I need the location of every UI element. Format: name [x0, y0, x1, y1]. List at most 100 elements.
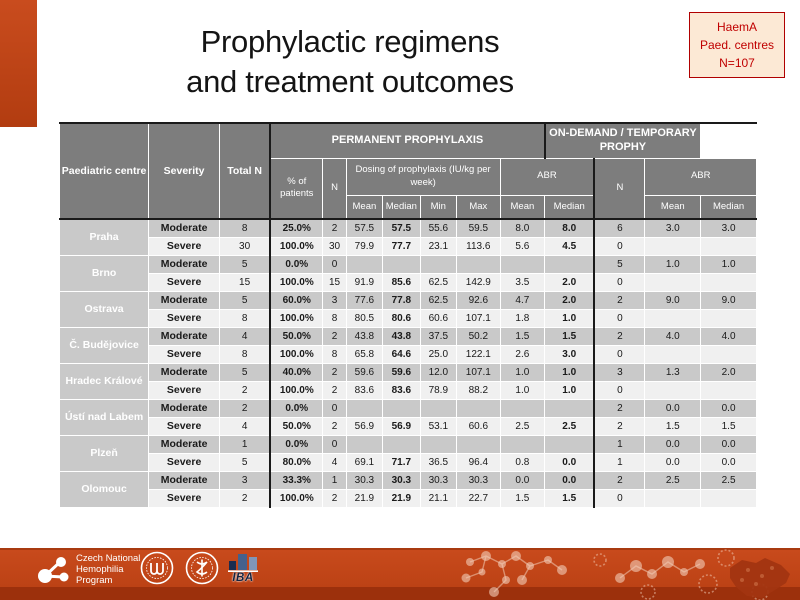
dose-mean-cell: 69.1 [345, 452, 384, 472]
dose-min-cell [419, 254, 458, 274]
od-median-cell [700, 488, 757, 508]
n-cell: 0 [322, 254, 347, 274]
total-n-cell: 2 [219, 398, 271, 418]
dose-mean-cell: 21.9 [345, 488, 384, 508]
abr-mean-cell: 1.0 [499, 362, 546, 382]
pct-cell: 100.0% [269, 272, 324, 292]
col-header-median: Median [382, 194, 421, 220]
centre-cell: Č. Budějovice [58, 326, 150, 364]
od-n-cell: 1 [593, 452, 646, 472]
centre-cell: Hradec Králové [58, 362, 150, 400]
od-n-cell: 0 [593, 488, 646, 508]
iba-bars-icon [228, 554, 258, 572]
od-mean-cell [644, 272, 702, 292]
od-n-cell: 3 [593, 362, 646, 382]
centre-cell: Plzeň [58, 434, 150, 472]
total-n-cell: 5 [219, 254, 271, 274]
od-n-cell: 0 [593, 236, 646, 256]
dose-median-cell: 59.6 [382, 362, 421, 382]
dose-mean-cell: 65.8 [345, 344, 384, 364]
table-row: Olomouc Moderate 3 33.3% 1 30.3 30.3 30.3 30.3 0.… [58, 470, 757, 508]
dose-median-cell: 30.3 [382, 470, 421, 490]
pct-cell: 60.0% [269, 290, 324, 310]
centre-cell: Ostrava [58, 290, 150, 328]
abr-mean-cell: 2.5 [499, 416, 546, 436]
table-row: Plzeň Moderate 1 0.0% 0 1 0.0 0.0 [58, 434, 757, 472]
n-cell: 4 [322, 452, 347, 472]
od-mean-cell: 4.0 [644, 326, 702, 346]
total-n-cell: 4 [219, 326, 271, 346]
abr-median-cell: 1.0 [544, 380, 595, 400]
od-median-cell [700, 344, 757, 364]
total-n-cell: 5 [219, 452, 271, 472]
od-median-cell: 1.5 [700, 416, 757, 436]
table-row: Č. Budějovice Moderate 4 50.0% 2 43.8 43.8 37.5… [58, 326, 757, 364]
od-median-cell: 0.0 [700, 398, 757, 418]
dose-max-cell [456, 434, 501, 454]
abr-mean-cell [499, 434, 546, 454]
abr-mean-cell: 5.6 [499, 236, 546, 256]
pct-cell: 100.0% [269, 308, 324, 328]
od-median-cell [700, 236, 757, 256]
abr-mean-cell: 3.5 [499, 272, 546, 292]
od-median-cell: 0.0 [700, 434, 757, 454]
dose-min-cell: 12.0 [419, 362, 458, 382]
dose-min-cell: 21.1 [419, 488, 458, 508]
abr-mean-cell: 1.0 [499, 380, 546, 400]
pct-cell: 50.0% [269, 416, 324, 436]
dose-median-cell: 57.5 [382, 218, 421, 238]
cnhp-molecule-icon [38, 557, 69, 583]
dose-mean-cell: 79.9 [345, 236, 384, 256]
dose-median-cell [382, 254, 421, 274]
dose-mean-cell: 80.5 [345, 308, 384, 328]
od-n-cell: 5 [593, 254, 646, 274]
slide-title-line1: Prophylactic regimens [200, 24, 500, 59]
od-n-cell: 6 [593, 218, 646, 238]
dose-median-cell: 43.8 [382, 326, 421, 346]
dose-mean-cell: 30.3 [345, 470, 384, 490]
severity-cell: Severe [148, 380, 221, 400]
pct-cell: 50.0% [269, 326, 324, 346]
dose-min-cell: 62.5 [419, 272, 458, 292]
badge-line2: Paed. centres [699, 38, 775, 53]
od-mean-cell [644, 236, 702, 256]
dose-max-cell: 113.6 [456, 236, 501, 256]
col-header-od-abr: ABR [644, 157, 757, 196]
col-header-abr: ABR [499, 157, 595, 196]
table-row: Ostrava Moderate 5 60.0% 3 77.6 77.8 62.5 92.6 4.… [58, 290, 757, 328]
dose-mean-cell: 59.6 [345, 362, 384, 382]
dose-max-cell: 30.3 [456, 470, 501, 490]
od-mean-cell: 0.0 [644, 452, 702, 472]
abr-mean-cell [499, 254, 546, 274]
dose-mean-cell [345, 398, 384, 418]
outcomes-table: Paediatric centre Severity Total N PERMA… [58, 122, 757, 508]
col-header-total-n: Total N [219, 122, 271, 220]
badge-line1: HaemA [716, 20, 757, 34]
pct-cell: 0.0% [269, 254, 324, 274]
abr-median-cell: 0.0 [544, 452, 595, 472]
total-n-cell: 8 [219, 344, 271, 364]
od-median-cell: 3.0 [700, 218, 757, 238]
col-header-n: N [322, 157, 347, 220]
dose-mean-cell: 43.8 [345, 326, 384, 346]
severity-cell: Severe [148, 344, 221, 364]
badge-line3: N=107 [719, 56, 755, 71]
n-cell: 2 [322, 488, 347, 508]
abr-median-cell: 2.0 [544, 290, 595, 310]
severity-cell: Severe [148, 488, 221, 508]
od-n-cell: 2 [593, 416, 646, 436]
dose-min-cell: 23.1 [419, 236, 458, 256]
abr-median-cell: 4.5 [544, 236, 595, 256]
cnhp-logo: Czech National Hemophilia Program [36, 551, 226, 591]
pct-cell: 100.0% [269, 488, 324, 508]
col-header-abr-median: Median [544, 194, 595, 220]
n-cell: 2 [322, 380, 347, 400]
abr-mean-cell [499, 398, 546, 418]
od-n-cell: 0 [593, 344, 646, 364]
col-header-mean: Mean [345, 194, 384, 220]
abr-median-cell: 1.0 [544, 362, 595, 382]
cnhp-logo-text: Czech National Hemophilia Program [76, 553, 141, 586]
dose-mean-cell: 56.9 [345, 416, 384, 436]
abr-median-cell: 1.5 [544, 326, 595, 346]
od-mean-cell: 0.0 [644, 398, 702, 418]
